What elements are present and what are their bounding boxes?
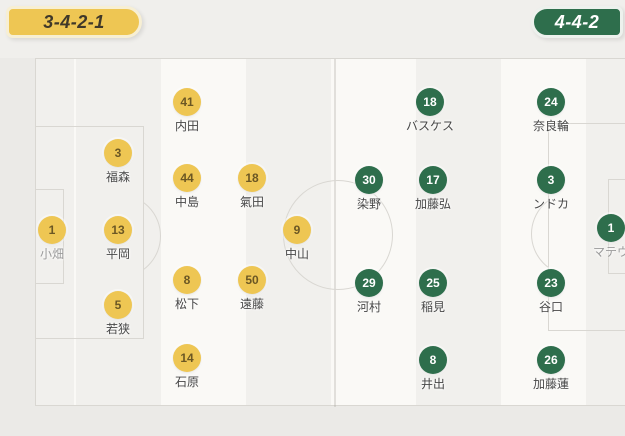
player-name: 河村 bbox=[356, 300, 381, 314]
player-number-badge[interactable]: 50 bbox=[238, 266, 266, 294]
home-formation-pill: 3-4-2-1 bbox=[6, 6, 142, 38]
player-number-badge[interactable]: 18 bbox=[415, 88, 444, 116]
player-number: 3 bbox=[114, 146, 122, 160]
formation-header: 3-4-2-1 4-4-2 bbox=[0, 0, 625, 58]
player-name: バスケス bbox=[405, 119, 455, 133]
player-name: 氣田 bbox=[239, 195, 264, 209]
player[interactable]: 3 福森 bbox=[104, 139, 132, 184]
player[interactable]: 41 内田 bbox=[173, 88, 201, 133]
player-name: 内田 bbox=[174, 119, 199, 133]
player-number: 25 bbox=[426, 276, 440, 290]
player-number-badge[interactable]: 44 bbox=[173, 164, 201, 192]
player[interactable]: 5 若狭 bbox=[104, 291, 132, 336]
pitch bbox=[35, 58, 625, 407]
player[interactable]: 1 マテウ bbox=[593, 214, 625, 259]
player-name: 井出 bbox=[420, 377, 445, 391]
player-name: 加藤弘 bbox=[414, 197, 452, 211]
player-name: マテウ bbox=[592, 245, 625, 259]
player[interactable]: 26 加藤蓮 bbox=[533, 346, 569, 391]
player[interactable]: 13 平岡 bbox=[104, 216, 132, 261]
player-number: 50 bbox=[245, 273, 259, 287]
player-number: 17 bbox=[426, 173, 440, 187]
player[interactable]: 23 谷口 bbox=[537, 269, 565, 314]
player-name: 染野 bbox=[356, 197, 381, 211]
player-name: 若狭 bbox=[105, 322, 130, 336]
player-number: 41 bbox=[180, 95, 194, 109]
player[interactable]: 50 遠藤 bbox=[238, 266, 266, 311]
player-number: 1 bbox=[607, 221, 615, 235]
player-name: 松下 bbox=[174, 297, 199, 311]
player-number-badge[interactable]: 3 bbox=[536, 166, 565, 194]
player-name: 石原 bbox=[174, 375, 199, 389]
player-number: 3 bbox=[547, 173, 555, 187]
player-name: 稲見 bbox=[420, 300, 445, 314]
player-number-badge[interactable]: 5 bbox=[104, 291, 132, 319]
player-name: 遠藤 bbox=[239, 297, 264, 311]
player-number-badge[interactable]: 1 bbox=[38, 216, 66, 244]
player-number-badge[interactable]: 3 bbox=[104, 139, 132, 167]
player-number-badge[interactable]: 14 bbox=[173, 344, 201, 372]
player[interactable]: 1 小畑 bbox=[38, 216, 66, 261]
player-name: 中山 bbox=[284, 247, 309, 261]
player-name: 福森 bbox=[105, 170, 130, 184]
player-number: 5 bbox=[114, 298, 122, 312]
player[interactable]: 17 加藤弘 bbox=[415, 166, 451, 211]
player[interactable]: 30 染野 bbox=[355, 166, 383, 211]
player[interactable]: 24 奈良輪 bbox=[533, 88, 569, 133]
penalty-box-right bbox=[548, 123, 625, 331]
player-number-badge[interactable]: 8 bbox=[173, 266, 201, 294]
player-number-badge[interactable]: 8 bbox=[419, 346, 447, 374]
player-number-badge[interactable]: 18 bbox=[238, 164, 266, 192]
player-number-badge[interactable]: 13 bbox=[104, 216, 132, 244]
player-number: 8 bbox=[183, 273, 191, 287]
player-number: 18 bbox=[245, 171, 259, 185]
player-number-badge[interactable]: 24 bbox=[536, 88, 565, 116]
player-number: 44 bbox=[180, 171, 194, 185]
player-number-badge[interactable]: 17 bbox=[418, 166, 447, 194]
player-name: ンドカ bbox=[532, 197, 570, 211]
away-formation-pill: 4-4-2 bbox=[531, 6, 623, 38]
player[interactable]: 3 ンドカ bbox=[533, 166, 569, 211]
player-number-badge[interactable]: 9 bbox=[283, 216, 311, 244]
player-number: 26 bbox=[544, 353, 558, 367]
player[interactable]: 44 中島 bbox=[173, 164, 201, 209]
player-number: 23 bbox=[544, 276, 558, 290]
player-number: 1 bbox=[48, 223, 56, 237]
player-number: 30 bbox=[362, 173, 376, 187]
player[interactable]: 25 稲見 bbox=[419, 269, 447, 314]
player-number-badge[interactable]: 29 bbox=[355, 269, 383, 297]
player-number-badge[interactable]: 30 bbox=[355, 166, 383, 194]
player-name: 谷口 bbox=[538, 300, 563, 314]
player-number: 13 bbox=[111, 223, 125, 237]
player-number: 24 bbox=[544, 95, 558, 109]
player[interactable]: 9 中山 bbox=[283, 216, 311, 261]
player-number: 29 bbox=[362, 276, 376, 290]
player-name: 加藤蓮 bbox=[532, 377, 570, 391]
player-number: 18 bbox=[423, 95, 437, 109]
player-number-badge[interactable]: 26 bbox=[536, 346, 565, 374]
player-number: 14 bbox=[180, 351, 194, 365]
player[interactable]: 18 バスケス bbox=[406, 88, 454, 133]
player-number-badge[interactable]: 1 bbox=[596, 214, 625, 242]
player[interactable]: 18 氣田 bbox=[238, 164, 266, 209]
player-number-badge[interactable]: 23 bbox=[537, 269, 565, 297]
player-name: 小畑 bbox=[39, 247, 64, 261]
player[interactable]: 14 石原 bbox=[173, 344, 201, 389]
player[interactable]: 8 松下 bbox=[173, 266, 201, 311]
player-number-badge[interactable]: 25 bbox=[419, 269, 447, 297]
player-number: 8 bbox=[429, 353, 437, 367]
player-name: 奈良輪 bbox=[532, 119, 570, 133]
player[interactable]: 8 井出 bbox=[419, 346, 447, 391]
player-name: 中島 bbox=[174, 195, 199, 209]
player-name: 平岡 bbox=[105, 247, 130, 261]
player-number-badge[interactable]: 41 bbox=[173, 88, 201, 116]
player[interactable]: 29 河村 bbox=[355, 269, 383, 314]
player-number: 9 bbox=[293, 223, 301, 237]
penalty-arc-left bbox=[144, 194, 162, 278]
